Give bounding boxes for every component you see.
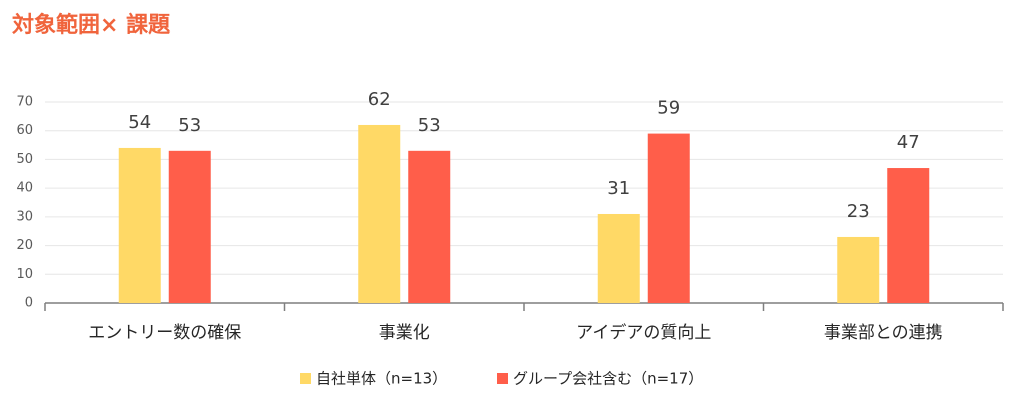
y-tick-label: 30 [16,209,33,224]
value-label: 53 [178,115,201,136]
bar [887,168,930,303]
chart-title: 対象範囲× 課題 [12,12,171,38]
bar [647,133,690,303]
legend-label: 自社単体（n=13） [316,370,447,388]
legend-label: グループ会社含む（n=17） [513,370,703,388]
y-tick-label: 70 [16,95,33,110]
bar [408,150,451,303]
bar [168,150,211,303]
value-label: 59 [657,98,680,119]
value-label: 31 [607,178,630,199]
value-label: 47 [897,132,920,153]
bar [118,147,161,303]
x-tick-label: 事業部との連携 [824,323,943,343]
x-tick-label: アイデアの質向上 [576,322,711,343]
y-tick-label: 20 [16,238,33,253]
legend-swatch [497,373,508,384]
value-label: 62 [368,89,391,110]
y-tick-label: 0 [25,296,33,311]
x-tick-label: 事業化 [379,323,430,343]
bar [358,124,401,303]
y-tick-label: 60 [16,123,33,138]
x-tick-label: エントリー数の確保 [88,323,241,343]
y-tick-label: 50 [16,152,33,167]
bar [597,213,640,303]
value-label: 53 [418,115,441,136]
value-label: 23 [847,201,870,222]
legend-swatch [300,373,311,384]
y-tick-label: 10 [16,267,33,282]
value-label: 54 [128,112,151,133]
bar [837,236,880,303]
y-tick-label: 40 [16,181,33,196]
